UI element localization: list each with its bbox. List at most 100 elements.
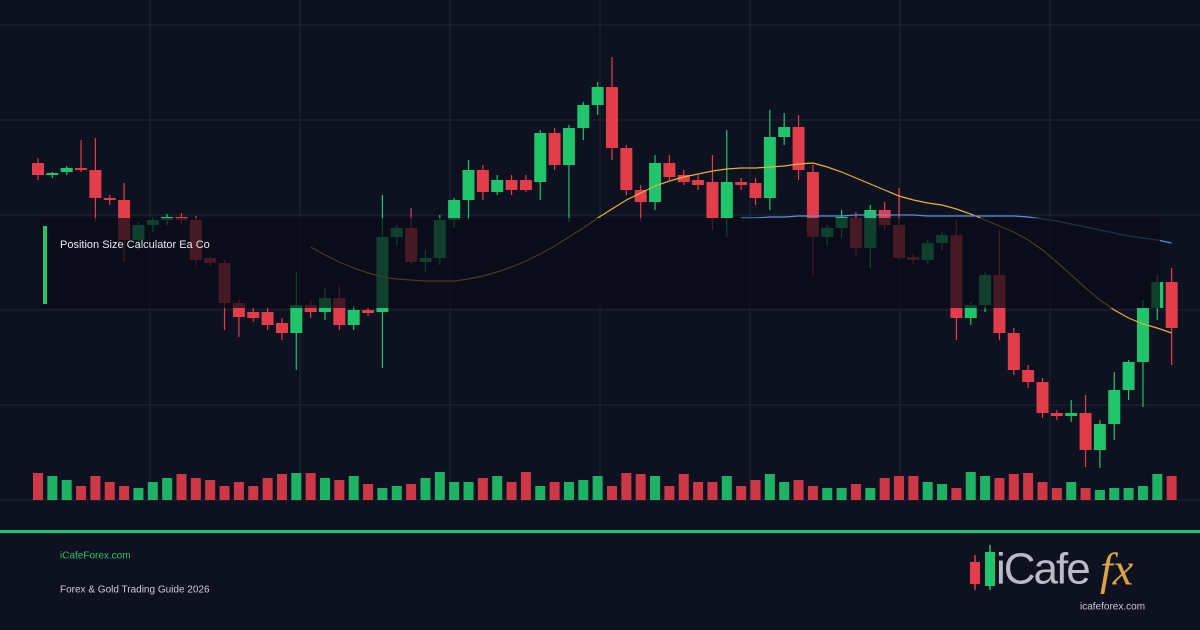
candle-body: [1007, 333, 1020, 370]
volume-bar: [607, 486, 617, 500]
volume-bar: [119, 486, 130, 500]
volume-bar: [822, 488, 833, 500]
volume-bar: [879, 478, 890, 500]
logo: iCafe fx icafeforex.com: [970, 544, 1145, 613]
volume-bar: [47, 476, 58, 500]
volume-bar: [578, 480, 589, 500]
candle-body: [663, 163, 676, 177]
divider: [0, 530, 1200, 533]
volume-bar: [291, 473, 302, 500]
volume-bar: [592, 476, 603, 500]
candle-body: [720, 182, 733, 218]
logo-icon: [985, 552, 995, 586]
volume-bar: [865, 488, 876, 500]
volume-bar: [133, 488, 144, 500]
volume-bar: [248, 486, 259, 500]
volume-bar: [1051, 488, 1062, 500]
candle-body: [577, 105, 590, 128]
candle-body: [89, 170, 102, 198]
candle-body: [46, 173, 59, 175]
volume-bar: [750, 480, 761, 500]
volume-bar: [535, 486, 546, 500]
volume-bar: [219, 486, 230, 500]
volume-bar: [1137, 486, 1148, 500]
volume-bar: [908, 476, 919, 500]
volume-bar: [205, 480, 216, 500]
candle-body: [964, 305, 977, 318]
volume-bar: [76, 486, 87, 500]
candle-body: [505, 180, 518, 190]
volume-bar: [736, 486, 747, 500]
volume-bar: [104, 482, 115, 500]
candle-body: [634, 190, 647, 202]
volume-bar: [707, 482, 718, 500]
candle-body: [476, 170, 489, 192]
candle-body: [1065, 413, 1078, 416]
candle-body: [1093, 424, 1106, 450]
candle-body: [347, 310, 360, 325]
candle-body: [591, 87, 604, 105]
volume-bar: [693, 482, 704, 500]
candle-body: [606, 87, 618, 148]
volume-bar: [434, 472, 445, 500]
candle-body: [778, 127, 791, 137]
candle-body: [1079, 413, 1092, 450]
logo-icon: [970, 562, 980, 584]
candle-body: [1165, 282, 1178, 328]
candle-body: [1122, 362, 1135, 390]
volume-bar: [807, 486, 818, 500]
volume-bar: [320, 478, 330, 500]
volume-bar: [779, 482, 790, 500]
volume-bar: [678, 474, 689, 500]
candle-body: [692, 180, 705, 185]
volume-bar: [621, 473, 632, 500]
candle-body: [519, 180, 532, 190]
volume-bar: [492, 476, 503, 500]
candle-body: [706, 182, 719, 218]
candle-body: [247, 312, 260, 318]
candle-body: [1050, 413, 1063, 416]
volume-bar: [1166, 476, 1177, 500]
volume-bar: [147, 482, 158, 500]
volume-bar: [793, 480, 804, 500]
volume-bar: [477, 478, 488, 500]
candle-body: [677, 175, 690, 182]
volume-bar: [33, 473, 43, 500]
candle-body: [792, 127, 805, 170]
overlay-band: [40, 218, 1160, 308]
candle-body: [1108, 390, 1121, 424]
volume-bar: [1094, 490, 1105, 500]
candle-body: [1036, 382, 1049, 413]
volume-bar: [334, 480, 345, 500]
volume-bar: [1109, 488, 1120, 500]
candle-body: [261, 312, 274, 325]
volume-bar: [276, 474, 287, 500]
volume-bar: [520, 472, 531, 500]
volume-bar: [391, 486, 402, 500]
candle-body: [362, 310, 375, 313]
overlay-title: Position Size Calculator Ea Co: [60, 239, 210, 251]
candle-body: [290, 305, 303, 333]
volume-bar: [61, 480, 72, 500]
overlay-accent: [43, 226, 47, 304]
volume-bar: [764, 474, 775, 500]
volume-bar: [377, 488, 388, 500]
volume-bar: [348, 476, 359, 500]
volume-bar: [664, 486, 675, 500]
candle-body: [75, 168, 88, 170]
logo-fx: fx: [1100, 544, 1134, 595]
volume-bar: [363, 484, 374, 500]
candle-body: [32, 163, 44, 175]
candle-body: [562, 128, 575, 165]
volume-bar: [1152, 474, 1163, 500]
candle-body: [749, 183, 762, 198]
volume-bar: [635, 474, 646, 500]
candle-body: [462, 170, 475, 200]
candle-body: [491, 180, 504, 192]
candle-body: [103, 198, 116, 200]
volume-bar: [406, 484, 417, 500]
candle-body: [649, 163, 662, 202]
volume-bar: [176, 474, 187, 500]
volume-bar: [980, 476, 991, 500]
